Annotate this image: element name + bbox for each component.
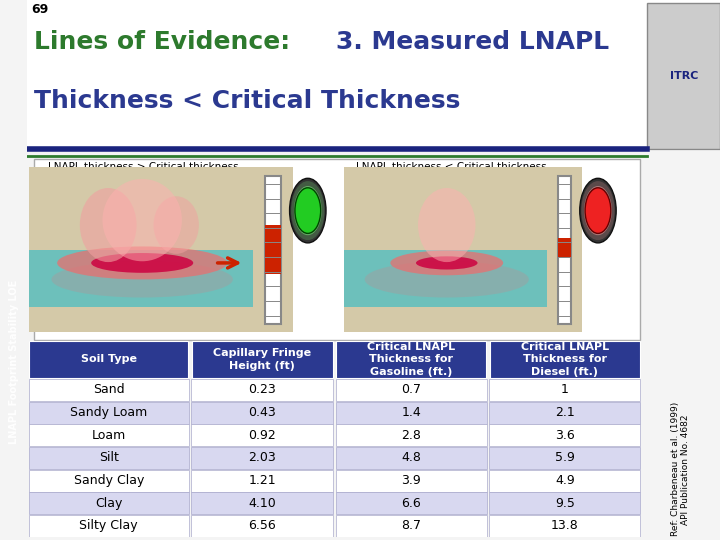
Bar bbox=[29, 249, 256, 307]
FancyBboxPatch shape bbox=[489, 515, 640, 537]
Ellipse shape bbox=[289, 178, 326, 243]
Bar bbox=[35, 159, 640, 340]
Text: Thickness < Critical Thickness: Thickness < Critical Thickness bbox=[35, 89, 461, 113]
FancyBboxPatch shape bbox=[489, 402, 640, 423]
FancyBboxPatch shape bbox=[192, 379, 333, 401]
Text: 9.5: 9.5 bbox=[555, 497, 575, 510]
Text: 0.92: 0.92 bbox=[248, 429, 276, 442]
Text: 3.6: 3.6 bbox=[555, 429, 575, 442]
Ellipse shape bbox=[294, 186, 322, 235]
Ellipse shape bbox=[581, 181, 615, 240]
Text: 6.6: 6.6 bbox=[401, 497, 421, 510]
FancyBboxPatch shape bbox=[29, 379, 189, 401]
Text: 3. Measured LNAPL: 3. Measured LNAPL bbox=[336, 30, 608, 53]
Bar bbox=[647, 3, 720, 148]
FancyBboxPatch shape bbox=[29, 492, 189, 514]
Text: 3.9: 3.9 bbox=[401, 474, 421, 487]
Ellipse shape bbox=[102, 179, 182, 261]
Text: 8.7: 8.7 bbox=[401, 519, 421, 532]
Text: Sandy Loam: Sandy Loam bbox=[70, 406, 148, 419]
FancyBboxPatch shape bbox=[192, 341, 333, 378]
Text: LNAPL Footprint Stability LOE: LNAPL Footprint Stability LOE bbox=[9, 280, 19, 444]
Ellipse shape bbox=[580, 178, 616, 243]
Text: Critical LNAPL
Thickness for
Diesel (ft.): Critical LNAPL Thickness for Diesel (ft.… bbox=[521, 342, 609, 377]
Ellipse shape bbox=[52, 261, 233, 298]
FancyBboxPatch shape bbox=[336, 492, 487, 514]
Text: Lines of Evidence:: Lines of Evidence: bbox=[35, 30, 300, 53]
FancyBboxPatch shape bbox=[192, 492, 333, 514]
Text: Silt: Silt bbox=[99, 451, 119, 464]
Ellipse shape bbox=[153, 196, 199, 254]
Bar bbox=[557, 176, 572, 324]
Text: Sandy Clay: Sandy Clay bbox=[73, 474, 144, 487]
FancyBboxPatch shape bbox=[192, 447, 333, 469]
Text: 4.10: 4.10 bbox=[248, 497, 276, 510]
Ellipse shape bbox=[584, 186, 612, 235]
Bar bbox=[557, 238, 572, 258]
Bar bbox=[265, 225, 281, 274]
Text: 2.8: 2.8 bbox=[401, 429, 421, 442]
FancyBboxPatch shape bbox=[192, 402, 333, 423]
Ellipse shape bbox=[91, 253, 193, 273]
Bar bbox=[265, 176, 281, 324]
FancyBboxPatch shape bbox=[336, 341, 486, 378]
Text: 69: 69 bbox=[31, 3, 48, 16]
Ellipse shape bbox=[80, 188, 137, 262]
FancyBboxPatch shape bbox=[29, 424, 189, 446]
FancyBboxPatch shape bbox=[192, 470, 333, 491]
Text: Ref: Charbeneau et al. (1999)
API Publication No. 4682: Ref: Charbeneau et al. (1999) API Public… bbox=[671, 402, 690, 536]
FancyBboxPatch shape bbox=[490, 341, 639, 378]
Text: 0.43: 0.43 bbox=[248, 406, 276, 419]
Text: 4.8: 4.8 bbox=[401, 451, 421, 464]
FancyBboxPatch shape bbox=[489, 424, 640, 446]
Ellipse shape bbox=[57, 246, 228, 279]
FancyBboxPatch shape bbox=[29, 470, 189, 491]
Ellipse shape bbox=[418, 188, 475, 262]
Text: 2.1: 2.1 bbox=[555, 406, 575, 419]
FancyBboxPatch shape bbox=[489, 470, 640, 491]
Text: Soil Type: Soil Type bbox=[81, 354, 137, 364]
Ellipse shape bbox=[416, 256, 477, 269]
FancyBboxPatch shape bbox=[336, 379, 487, 401]
FancyBboxPatch shape bbox=[336, 515, 487, 537]
FancyBboxPatch shape bbox=[336, 402, 487, 423]
Text: Sand: Sand bbox=[93, 383, 125, 396]
Text: LNAPL thickness > Critical thickness: LNAPL thickness > Critical thickness bbox=[48, 162, 239, 172]
FancyBboxPatch shape bbox=[29, 402, 189, 423]
Ellipse shape bbox=[585, 188, 611, 233]
FancyBboxPatch shape bbox=[192, 515, 333, 537]
Text: 1: 1 bbox=[561, 383, 569, 396]
Text: 0.23: 0.23 bbox=[248, 383, 276, 396]
Ellipse shape bbox=[390, 251, 503, 275]
Text: 1.4: 1.4 bbox=[401, 406, 421, 419]
Text: 5.9: 5.9 bbox=[555, 451, 575, 464]
FancyBboxPatch shape bbox=[336, 447, 487, 469]
Text: Silty Clay: Silty Clay bbox=[79, 519, 138, 532]
Ellipse shape bbox=[295, 188, 320, 233]
Text: LNAPL thickness < Critical thickness: LNAPL thickness < Critical thickness bbox=[356, 162, 547, 172]
FancyBboxPatch shape bbox=[29, 447, 189, 469]
Text: Loam: Loam bbox=[91, 429, 126, 442]
Bar bbox=[27, 0, 720, 151]
FancyBboxPatch shape bbox=[489, 447, 640, 469]
FancyBboxPatch shape bbox=[489, 379, 640, 401]
Text: 13.8: 13.8 bbox=[551, 519, 579, 532]
Text: Clay: Clay bbox=[95, 497, 122, 510]
Text: ITRC: ITRC bbox=[670, 71, 698, 80]
FancyBboxPatch shape bbox=[29, 515, 189, 537]
FancyBboxPatch shape bbox=[336, 424, 487, 446]
FancyBboxPatch shape bbox=[489, 492, 640, 514]
Text: Capillary Fringe
Height (ft): Capillary Fringe Height (ft) bbox=[213, 348, 311, 370]
Text: 4.9: 4.9 bbox=[555, 474, 575, 487]
Text: 1.21: 1.21 bbox=[248, 474, 276, 487]
Text: 0.7: 0.7 bbox=[401, 383, 421, 396]
FancyBboxPatch shape bbox=[30, 341, 188, 378]
Bar bbox=[344, 249, 549, 307]
Text: 6.56: 6.56 bbox=[248, 519, 276, 532]
Text: 2.03: 2.03 bbox=[248, 451, 276, 464]
Text: Critical LNAPL
Thickness for
Gasoline (ft.): Critical LNAPL Thickness for Gasoline (f… bbox=[367, 342, 455, 377]
Ellipse shape bbox=[291, 181, 325, 240]
FancyBboxPatch shape bbox=[336, 470, 487, 491]
Ellipse shape bbox=[364, 261, 528, 298]
FancyBboxPatch shape bbox=[192, 424, 333, 446]
